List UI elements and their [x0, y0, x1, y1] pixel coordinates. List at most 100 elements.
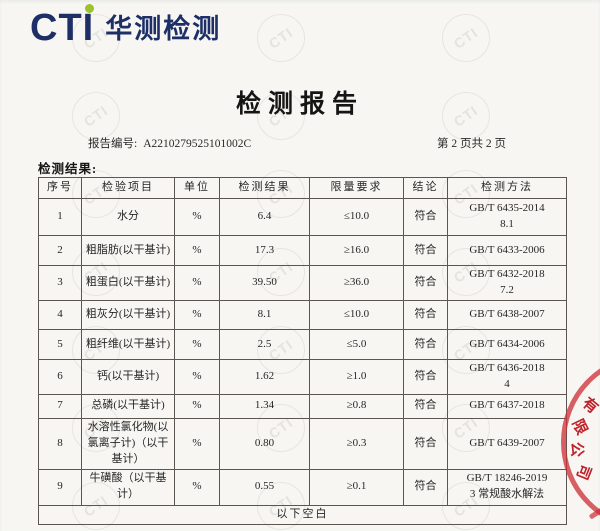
cell-limit: ≥0.1 — [309, 468, 404, 506]
cell-limit: ≤10.0 — [309, 198, 404, 236]
cell-limit: ≤10.0 — [309, 300, 404, 330]
col-header-no: 序号 — [38, 177, 82, 199]
cell-result: 8.1 — [219, 300, 310, 330]
cell-method: GB/T 6436-2018 4 — [447, 359, 567, 395]
cell-unit: % — [174, 468, 220, 506]
report-number-label: 报告编号: — [88, 138, 138, 150]
cell-result: 1.34 — [219, 393, 310, 419]
cell-result: 0.55 — [219, 468, 310, 506]
col-header-result: 检测结果 — [219, 177, 310, 199]
cell-conclusion: 符合 — [403, 417, 448, 470]
cell-unit: % — [174, 417, 220, 470]
col-header-conclusion: 结论 — [403, 177, 448, 199]
cell-serial: 2 — [38, 235, 82, 266]
table-row: 1 水分 % 6.4 ≤10.0 符合 GB/T 6435-2014 8.1 — [38, 198, 567, 236]
table-row: 8 水溶性氯化物(以氯离子计)（以干基计） % 0.80 ≥0.3 符合 GB/… — [38, 417, 567, 470]
col-header-unit: 单位 — [174, 177, 220, 199]
col-header-limit: 限量要求 — [309, 177, 404, 199]
cell-serial: 5 — [38, 329, 82, 360]
blank-below-note: 以下空白 — [38, 504, 567, 525]
cell-serial: 7 — [38, 393, 82, 419]
cell-unit: % — [174, 198, 220, 236]
cell-conclusion: 符合 — [403, 393, 448, 419]
cell-item: 水溶性氯化物(以氯离子计)（以干基计） — [81, 417, 175, 470]
cti-logo-chinese: 华测检测 — [105, 14, 222, 44]
cell-item: 粗灰分(以干基计) — [81, 300, 175, 330]
table-row: 3 粗蛋白(以干基计) % 39.50 ≥36.0 符合 GB/T 6432-2… — [38, 265, 567, 301]
cell-unit: % — [174, 359, 220, 395]
cell-limit: ≥36.0 — [309, 265, 404, 301]
stamp-mark-icon — [588, 501, 600, 520]
cell-method: GB/T 6437-2018 — [447, 393, 567, 419]
cell-item: 水分 — [81, 198, 175, 236]
cell-conclusion: 符合 — [403, 468, 448, 506]
cell-serial: 1 — [38, 198, 82, 236]
stamp-character: 公 — [567, 441, 585, 458]
cell-serial: 4 — [38, 300, 82, 330]
cell-item: 牛磺酸（以干基计） — [81, 468, 175, 506]
cell-conclusion: 符合 — [403, 300, 448, 330]
cell-method: GB/T 6432-2018 7.2 — [447, 265, 567, 301]
page-title: 检测报告 — [235, 91, 364, 118]
cell-serial: 8 — [38, 417, 82, 470]
table-row: 4 粗灰分(以干基计) % 8.1 ≤10.0 符合 GB/T 6438-200… — [38, 300, 567, 330]
cti-logo-text: CTI — [30, 4, 95, 47]
cell-result: 1.62 — [219, 359, 310, 395]
cell-method: GB/T 6435-2014 8.1 — [447, 198, 567, 236]
cell-result: 6.4 — [219, 198, 310, 236]
report-number-value: A2210279525101002C — [143, 138, 252, 150]
table-footer-row: 以下空白 — [38, 504, 567, 525]
cell-method: GB/T 6439-2007 — [447, 417, 567, 470]
table-row: 5 粗纤维(以干基计) % 2.5 ≤5.0 符合 GB/T 6434-2006 — [38, 329, 567, 360]
results-table: 序号 检验项目 单位 检测结果 限量要求 结论 检测方法 1 水分 % 6.4 … — [38, 177, 567, 525]
cell-result: 2.5 — [219, 329, 310, 360]
cell-conclusion: 符合 — [403, 198, 448, 236]
cti-logo-letters: CTI — [30, 7, 95, 49]
logo-green-dot-icon — [85, 4, 95, 13]
cell-method: GB/T 6433-2006 — [447, 235, 567, 266]
cell-item: 总磷(以干基计) — [81, 393, 175, 419]
col-header-method: 检测方法 — [447, 177, 567, 199]
page-indicator: 第 2 页共 2 页 — [437, 138, 506, 150]
cell-conclusion: 符合 — [403, 329, 448, 360]
cell-limit: ≥0.8 — [309, 393, 404, 419]
cell-result: 0.80 — [219, 417, 310, 470]
cti-watermark-icon: CTI — [442, 14, 490, 62]
cell-result: 17.3 — [219, 235, 310, 266]
cell-unit: % — [174, 265, 220, 301]
cell-unit: % — [174, 393, 220, 419]
cell-unit: % — [174, 235, 220, 266]
col-header-item: 检验项目 — [81, 177, 175, 199]
cell-serial: 9 — [38, 468, 82, 506]
cell-limit: ≥16.0 — [309, 235, 404, 266]
cell-conclusion: 符合 — [403, 235, 448, 266]
cell-method: GB/T 6438-2007 — [447, 300, 567, 330]
cell-method: GB/T 18246-2019 3 常规酸水解法 — [447, 468, 567, 506]
stamp-character: 限 — [568, 417, 590, 438]
stamp-character: 有 — [578, 395, 600, 418]
table-row: 9 牛磺酸（以干基计） % 0.55 ≥0.1 符合 GB/T 18246-20… — [38, 468, 567, 506]
table-row: 2 粗脂肪(以干基计) % 17.3 ≥16.0 符合 GB/T 6433-20… — [38, 235, 567, 266]
report-number: 报告编号: A2210279525101002C — [88, 135, 251, 151]
cell-item: 粗脂肪(以干基计) — [81, 235, 175, 266]
cell-limit: ≤5.0 — [309, 329, 404, 360]
table-row: 7 总磷(以干基计) % 1.34 ≥0.8 符合 GB/T 6437-2018 — [38, 393, 567, 419]
cell-limit: ≥0.3 — [309, 417, 404, 470]
cell-item: 粗蛋白(以干基计) — [81, 265, 175, 301]
cell-serial: 6 — [38, 359, 82, 395]
cell-item: 粗纤维(以干基计) — [81, 329, 175, 360]
cell-conclusion: 符合 — [403, 359, 448, 395]
report-meta: 报告编号: A2210279525101002C 第 2 页共 2 页 — [88, 135, 506, 151]
cti-watermark-icon: CTI — [257, 14, 305, 62]
cell-item: 钙(以干基计) — [81, 359, 175, 395]
cell-unit: % — [174, 329, 220, 360]
table-row: 6 钙(以干基计) % 1.62 ≥1.0 符合 GB/T 6436-2018 … — [38, 359, 567, 395]
table-header-row: 序号 检验项目 单位 检测结果 限量要求 结论 检测方法 — [38, 177, 567, 199]
cti-logo: CTI 华测检测 — [30, 4, 222, 47]
cell-method: GB/T 6434-2006 — [447, 329, 567, 360]
stamp-character: 司 — [572, 461, 594, 482]
cell-unit: % — [174, 300, 220, 330]
section-label: 检测结果: — [38, 162, 98, 176]
cell-serial: 3 — [38, 265, 82, 301]
